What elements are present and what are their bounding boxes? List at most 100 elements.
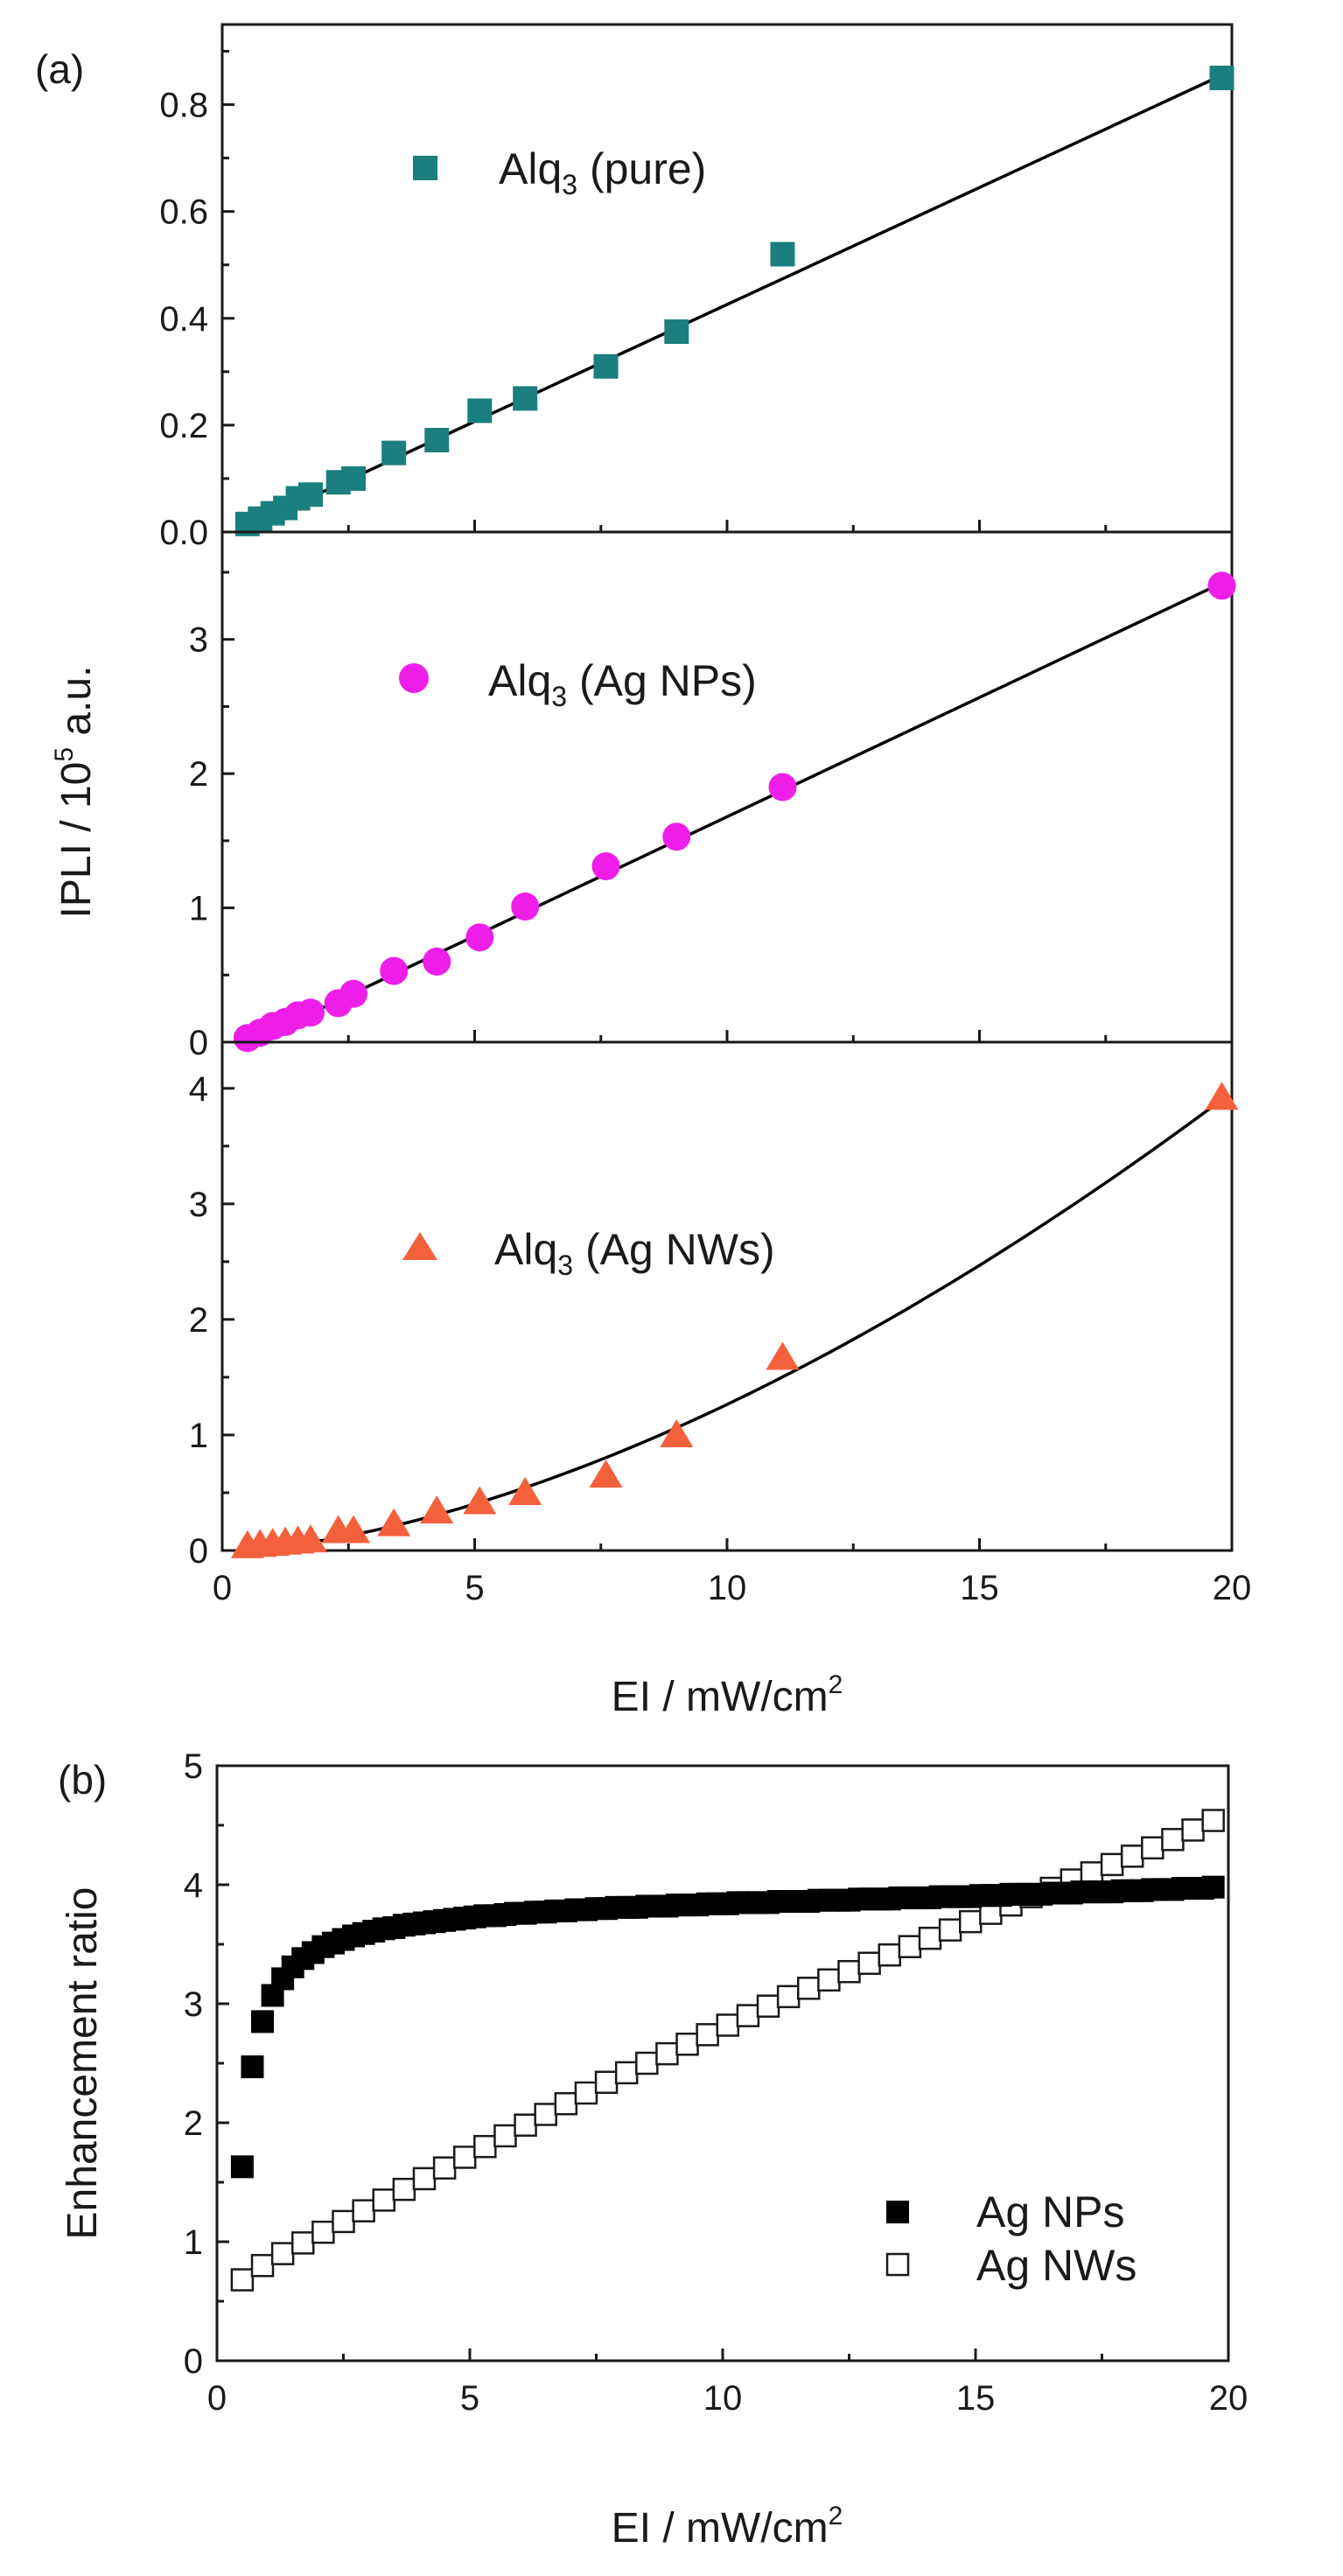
axis-ticks-a-nps (220, 570, 1234, 1044)
data-points-a-nws (230, 1082, 1239, 1558)
plot-frame-a-nws (220, 1040, 1234, 1552)
data-point (635, 2051, 659, 2076)
legend-label-b-nws: Ag NWs (976, 2241, 1137, 2290)
data-point (696, 2023, 719, 2047)
data-point (1201, 1809, 1225, 1832)
data-point (1205, 1082, 1239, 1110)
data-point (473, 2134, 497, 2159)
data-point (675, 2032, 699, 2056)
y-axis-title-a: IPLI / 105 a.u. (50, 666, 100, 919)
data-point (332, 2209, 355, 2234)
fit-line-a-nws (249, 1098, 1223, 1551)
y-tick-label: 2 (189, 1301, 208, 1340)
y-tick-label: 0.2 (159, 407, 208, 445)
data-point (857, 1951, 881, 1976)
y-axis-title-b: Enhancement ratio (59, 1887, 106, 2240)
data-point (380, 956, 409, 985)
data-point (339, 979, 368, 1008)
x-tick-label: 5 (460, 2379, 479, 2418)
y-tick-label: 2 (189, 755, 208, 794)
fit-line-a-pure (248, 74, 1223, 528)
y-tick-label: 0.0 (159, 514, 208, 552)
data-point (452, 2146, 477, 2169)
data-point (293, 1524, 327, 1553)
data-point (766, 1341, 800, 1370)
data-point (381, 440, 407, 466)
y-tick-label: 0.8 (159, 87, 208, 125)
data-point (1207, 571, 1236, 600)
data-points-b-nps (230, 1875, 1225, 2179)
y-tick-label: 0.6 (159, 193, 208, 232)
x-tick-label: 15 (956, 2379, 996, 2418)
plot-frame-a-pure (220, 23, 1234, 534)
data-point (250, 2253, 275, 2278)
data-point (467, 398, 493, 424)
legend-marker-b-nps (886, 2201, 909, 2223)
data-point (432, 2156, 457, 2180)
y-tick-label: 1 (189, 1417, 208, 1455)
data-point (716, 2013, 740, 2037)
data-point (837, 1960, 861, 1984)
y-tick-label: 0 (189, 1024, 208, 1062)
y-tick-labels-a-pure: 0.0 0.2 0.4 0.6 0.8 (159, 87, 208, 552)
legend-a-nps: Alq3 (Ag NPs) (399, 656, 757, 712)
data-point (270, 2242, 295, 2265)
figure-b: (b) 0 1 2 3 4 5 0 5 10 15 20 Ag NPs Ag NWs Enhanc… (58, 1747, 1248, 2552)
axis-ticks-b (215, 1764, 1230, 2362)
data-point (655, 2041, 679, 2066)
data-point (664, 319, 689, 345)
data-point (296, 998, 325, 1027)
data-point (756, 1994, 780, 2018)
x-tick-label: 0 (207, 2379, 227, 2418)
data-point (423, 947, 451, 976)
y-tick-labels-b: 0 1 2 3 4 5 (184, 1747, 203, 2381)
data-point (554, 2091, 578, 2116)
data-point (1161, 1828, 1185, 1852)
data-point (465, 923, 494, 952)
data-point (241, 2055, 264, 2079)
y-tick-label: 3 (189, 621, 208, 660)
data-point (768, 773, 797, 802)
legend-label-pure: Alq3 (pure) (499, 144, 706, 200)
data-point (1209, 66, 1235, 91)
data-point (377, 1508, 411, 1536)
x-tick-label: 10 (703, 2379, 743, 2418)
data-points-a-nps (233, 571, 1236, 1053)
panel-label-a: (a) (35, 46, 84, 92)
legend-marker-nws (402, 1232, 437, 1260)
legend-marker-nps (399, 663, 429, 693)
data-point (511, 892, 540, 921)
legend-a-nws: Alq3 (Ag NWs) (402, 1225, 775, 1281)
data-point (1141, 1836, 1165, 1860)
data-point (392, 2177, 416, 2202)
figure-a: (a) 0.0 0.2 0.4 0.6 0.8 Alq3 (pure) 0 1 2 3 (35, 23, 1251, 1720)
data-point (770, 242, 795, 267)
data-point (574, 2081, 598, 2105)
data-point (938, 1918, 962, 1942)
data-points-b-nws (230, 1809, 1225, 2292)
data-point (589, 1460, 623, 1488)
x-tick-label: 5 (465, 1569, 484, 1607)
data-point (958, 1909, 983, 1934)
data-point (736, 2004, 760, 2027)
x-tick-labels-b: 0 5 10 15 20 (207, 2379, 1248, 2418)
data-point (898, 1935, 922, 1958)
data-point (420, 1495, 454, 1524)
y-tick-label: 4 (184, 1866, 203, 1905)
data-point (593, 354, 619, 379)
data-point (230, 2155, 254, 2179)
data-point (372, 2188, 395, 2212)
data-point (297, 482, 323, 508)
legend-b: Ag NPs Ag NWs (885, 2188, 1137, 2290)
y-tick-label: 2 (184, 2104, 203, 2143)
fit-line-a-nps (248, 581, 1223, 1044)
data-point (614, 2061, 639, 2085)
y-tick-label: 3 (184, 1985, 203, 2024)
panel-a-nws: 0 1 2 3 4 0 5 10 15 20 Alq3 (Ag NWs) (189, 1040, 1251, 1607)
data-point (514, 2113, 537, 2137)
y-tick-label: 3 (189, 1186, 208, 1224)
data-point (311, 2220, 335, 2244)
data-point (797, 1977, 821, 2000)
data-point (341, 466, 367, 491)
